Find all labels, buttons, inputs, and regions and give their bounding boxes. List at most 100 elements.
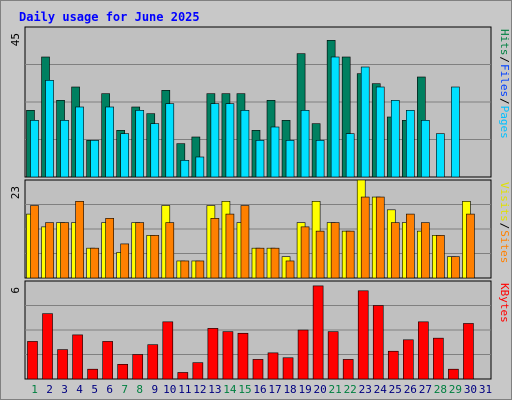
x-tick-label: 21 [329, 383, 342, 396]
bar-kbytes [448, 368, 459, 380]
bar-kbytes [282, 357, 294, 380]
bar-sites [330, 222, 340, 279]
x-tick-label: 18 [283, 383, 296, 396]
bar-sites [285, 260, 295, 279]
x-tick-label: 1 [31, 383, 38, 396]
x-tick-label: 3 [61, 383, 68, 396]
bar-files [30, 120, 39, 178]
x-tick-label: 29 [449, 383, 462, 396]
bar-files [150, 123, 160, 178]
bar-files [120, 133, 129, 178]
chart-title: Daily usage for June 2025 [19, 10, 200, 24]
bar-kbytes [372, 305, 384, 380]
x-tick-label: 26 [404, 383, 417, 396]
bar-sites [135, 222, 145, 279]
x-tick-label: 20 [314, 383, 327, 396]
x-tick-label: 31 [479, 383, 492, 396]
bar-files [270, 126, 280, 178]
x-tick-label: 10 [163, 383, 176, 396]
bar-files [406, 110, 415, 178]
bar-files [255, 140, 265, 178]
side-label: / [498, 98, 511, 105]
bar-kbytes [162, 321, 174, 380]
side-label: / [498, 223, 511, 230]
bar-sites [30, 205, 39, 279]
bar-kbytes [327, 331, 339, 380]
bar-sites [451, 256, 460, 279]
bar-files [300, 110, 310, 178]
x-tick-label: 27 [419, 383, 432, 396]
bar-sites [60, 222, 69, 279]
bar-kbytes [237, 332, 249, 380]
bar-kbytes [312, 285, 324, 380]
x-tick-label: 9 [151, 383, 158, 396]
y-max-label: 45 [9, 33, 22, 46]
bar-sites [90, 247, 99, 279]
bar-sites [225, 213, 235, 279]
kbytes-panel [24, 280, 492, 380]
bar-sites [345, 230, 355, 279]
bar-kbytes [177, 372, 189, 380]
side-label: / [498, 56, 511, 63]
bar-kbytes [147, 344, 159, 380]
bar-files [330, 56, 340, 178]
bar-kbytes [42, 313, 53, 380]
bar-sites [255, 247, 265, 279]
bar-sites [210, 218, 220, 279]
bar-files [360, 66, 370, 178]
bar-sites [360, 196, 370, 279]
y-max-label: 6 [9, 287, 22, 294]
bar-files [390, 100, 400, 178]
x-tick-label: 8 [136, 383, 143, 396]
side-label: Files [498, 64, 511, 97]
bar-sites [195, 260, 205, 279]
bar-kbytes [387, 350, 399, 380]
x-tick-label: 6 [106, 383, 113, 396]
bar-sites [315, 230, 325, 279]
x-tick-label: 12 [193, 383, 206, 396]
bar-kbytes [27, 341, 38, 380]
bar-sites [180, 260, 190, 279]
x-tick-label: 24 [374, 383, 388, 396]
x-tick-label: 11 [178, 383, 191, 396]
bar-kbytes [87, 368, 98, 380]
bar-kbytes [117, 363, 128, 380]
bar-sites [375, 196, 385, 279]
bar-sites [105, 218, 114, 279]
hits-files-pages-panel [24, 26, 492, 178]
bar-sites [165, 222, 175, 279]
bar-files [345, 133, 355, 178]
x-tick-label: 23 [359, 383, 372, 396]
side-label: Hits [498, 29, 511, 56]
bar-kbytes [342, 359, 354, 380]
bar-kbytes [463, 323, 474, 380]
bar-kbytes [357, 290, 369, 380]
bar-files [165, 103, 175, 178]
side-label: Pages [498, 106, 511, 139]
bar-files [285, 140, 295, 178]
bar-kbytes [132, 354, 144, 380]
x-tick-label: 16 [253, 383, 266, 396]
bar-sites [436, 235, 445, 279]
bar-sites [45, 222, 54, 279]
bar-sites [300, 226, 310, 279]
side-label: Visits [498, 182, 511, 222]
bar-files [105, 106, 114, 178]
bar-files [180, 160, 190, 178]
x-tick-label: 17 [268, 383, 281, 396]
x-tick-label: 15 [238, 383, 251, 396]
x-tick-label: 7 [121, 383, 128, 396]
bar-kbytes [403, 339, 414, 380]
bar-files [90, 140, 99, 178]
x-tick-label: 28 [434, 383, 447, 396]
x-tick-label: 30 [464, 383, 477, 396]
bar-files [375, 86, 385, 178]
bar-files [60, 120, 69, 178]
x-tick-label: 22 [344, 383, 357, 396]
x-tick-label: 13 [208, 383, 221, 396]
bar-sites [240, 205, 250, 279]
bar-kbytes [267, 352, 279, 380]
bar-files [210, 103, 220, 178]
bar-files [45, 80, 54, 178]
